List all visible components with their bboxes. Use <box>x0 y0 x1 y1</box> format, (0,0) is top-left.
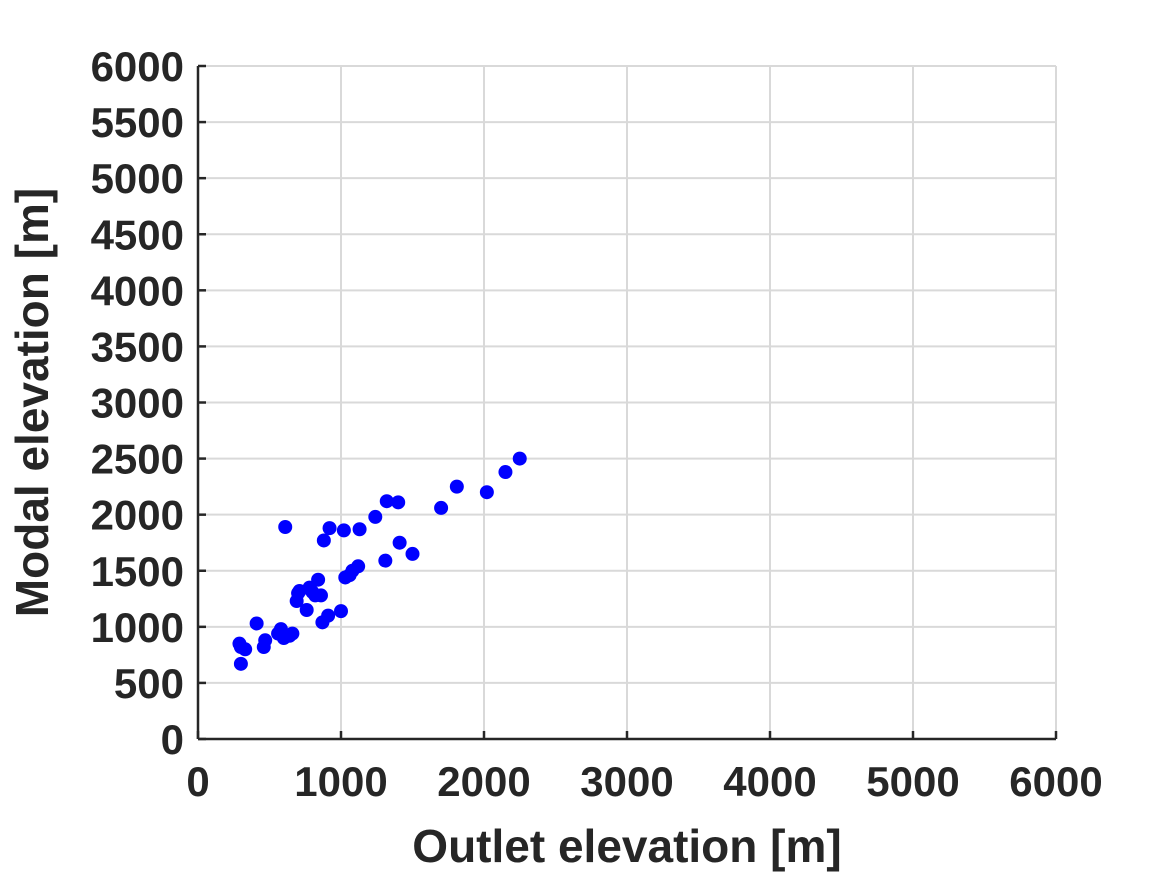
x-tick-label-5: 5000 <box>866 758 959 805</box>
data-point <box>238 642 253 657</box>
y-tick-label-1: 500 <box>114 660 184 707</box>
data-point <box>249 616 264 631</box>
data-point <box>392 535 407 550</box>
y-tick-label-3: 1500 <box>91 548 184 595</box>
y-tick-label-6: 3000 <box>91 380 184 427</box>
data-points <box>232 451 527 671</box>
data-point <box>299 603 314 618</box>
y-tick-label-8: 4000 <box>91 267 184 314</box>
data-point <box>449 479 464 494</box>
x-axis-title: Outlet elevation [m] <box>412 820 841 872</box>
data-point <box>352 522 367 537</box>
x-tick-label-1: 1000 <box>294 758 387 805</box>
data-point <box>258 633 273 648</box>
tick-labels: 0 1000 2000 3000 4000 5000 6000 0 500 1000 1500 200… <box>91 43 1103 805</box>
grid <box>197 65 1057 740</box>
data-point <box>405 546 420 561</box>
data-point <box>378 553 393 568</box>
y-tick-label-11: 5500 <box>91 99 184 146</box>
data-point <box>334 604 348 619</box>
data-point <box>336 523 351 538</box>
y-tick-label-7: 3500 <box>91 323 184 370</box>
x-tick-label-3: 3000 <box>580 758 673 805</box>
data-point <box>498 465 513 480</box>
data-point <box>351 559 366 574</box>
data-point <box>311 572 326 587</box>
y-axis-title: Modal elevation [m] <box>6 188 58 617</box>
data-point <box>434 500 449 515</box>
data-point <box>479 485 494 500</box>
data-point <box>321 608 336 623</box>
x-tick-label-2: 2000 <box>437 758 530 805</box>
data-point <box>512 451 527 466</box>
data-point <box>233 656 248 671</box>
x-tick-label-6: 6000 <box>1009 758 1102 805</box>
y-tick-label-12: 6000 <box>91 43 184 90</box>
x-tick-label-0: 0 <box>186 758 209 805</box>
y-tick-label-10: 5000 <box>91 155 184 202</box>
data-point <box>313 588 328 603</box>
data-point <box>379 494 394 509</box>
data-point <box>391 495 406 510</box>
data-point <box>278 520 293 535</box>
y-tick-label-2: 1000 <box>91 604 184 651</box>
y-tick-label-5: 2500 <box>91 436 184 483</box>
y-tick-label-0: 0 <box>161 716 184 763</box>
data-point <box>316 533 331 548</box>
y-tick-label-4: 2000 <box>91 492 184 539</box>
data-point <box>368 509 383 524</box>
data-point <box>285 626 300 641</box>
data-point <box>322 521 337 536</box>
axes <box>196 64 1058 741</box>
x-tick-label-4: 4000 <box>723 758 816 805</box>
y-tick-label-9: 4500 <box>91 211 184 258</box>
